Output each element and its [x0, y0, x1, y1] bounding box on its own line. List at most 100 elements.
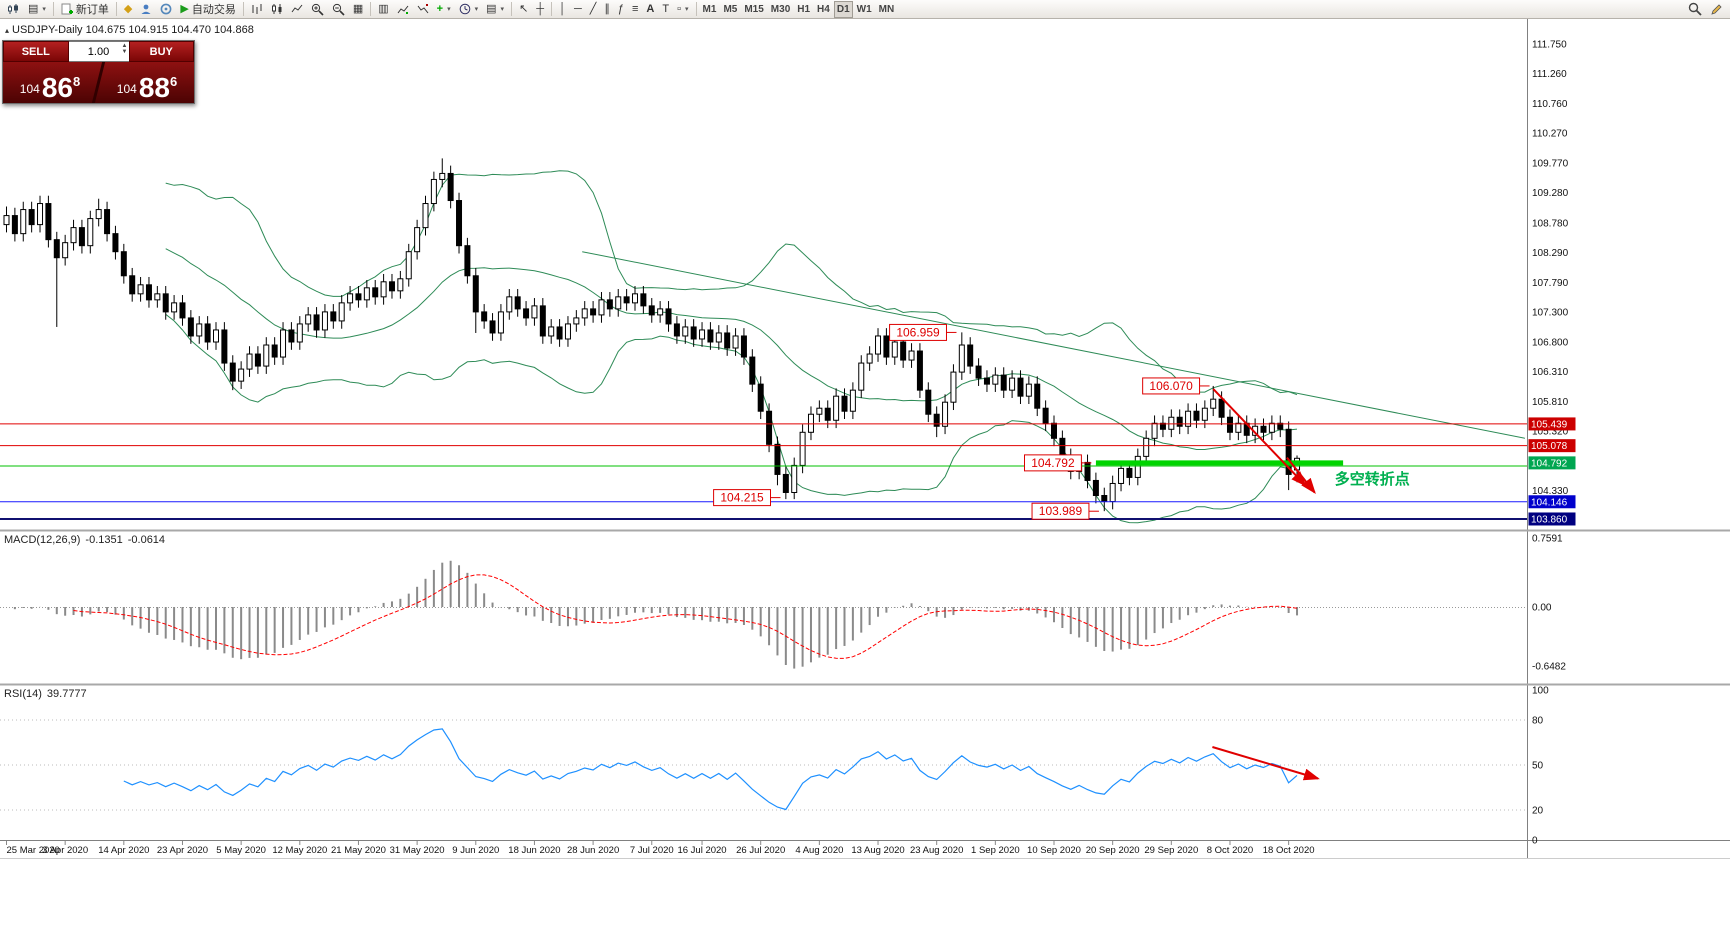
bar-chart-button[interactable]	[247, 1, 267, 18]
svg-text:80: 80	[1532, 716, 1544, 727]
levels-button[interactable]: ≡	[628, 1, 642, 18]
zoom-out-button[interactable]	[328, 1, 349, 18]
macd-label: MACD(12,26,9) -0.1351 -0.0614	[4, 534, 170, 546]
rsi-label: RSI(14) 39.7777	[4, 688, 92, 700]
macd-value-main: -0.1351	[85, 534, 123, 546]
svg-text:105.078: 105.078	[1531, 441, 1568, 452]
buy-button[interactable]: BUY	[128, 41, 194, 62]
svg-text:110.270: 110.270	[1532, 129, 1568, 140]
sell-button[interactable]: SELL	[3, 41, 69, 62]
zoom-in-button[interactable]	[307, 1, 328, 18]
timeframe-button-mn[interactable]: MN	[876, 1, 898, 18]
edit-pencil-icon[interactable]	[1706, 1, 1727, 18]
volume-spinner[interactable]: ▲ ▼	[122, 43, 128, 55]
svg-text:108.290: 108.290	[1532, 248, 1569, 259]
svg-text:多空转折点: 多空转折点	[1335, 470, 1410, 488]
svg-text:103.989: 103.989	[1039, 504, 1083, 518]
fibonacci-button[interactable]: ƒ	[614, 1, 628, 18]
metaeditor-button[interactable]: ◆	[120, 1, 136, 18]
macd-panel: 0.7591 0.00 -0.6482	[0, 533, 1566, 672]
step-back-button[interactable]	[393, 1, 413, 18]
search-icon[interactable]	[1684, 1, 1706, 18]
volume-input[interactable]: 1.00 ▲ ▼	[68, 41, 129, 62]
toolbar-separator	[370, 2, 372, 16]
timeframe-button-d1[interactable]: D1	[833, 0, 853, 18]
rsi-name: RSI(14)	[4, 688, 42, 700]
bollinger-bands	[165, 170, 1298, 524]
line-chart-button[interactable]	[287, 1, 307, 18]
toolbar-separator	[52, 2, 54, 16]
price-callouts: 106.959 106.070 104.792 104.215 103.989	[713, 323, 1210, 520]
svg-text:107.790: 107.790	[1532, 278, 1569, 289]
ask-price[interactable]: 104 88 6	[100, 62, 194, 103]
new-chart-button[interactable]	[3, 1, 24, 18]
crosshair-button[interactable]: ┼	[532, 1, 548, 18]
collapse-icon[interactable]: ▴	[5, 26, 10, 35]
svg-text:26 Jul 2020: 26 Jul 2020	[736, 845, 785, 856]
tile-windows-button[interactable]: ▦	[349, 1, 367, 18]
channel-button[interactable]: ∥	[600, 1, 614, 18]
svg-text:23 Aug 2020: 23 Aug 2020	[910, 845, 963, 856]
new-order-button[interactable]: 新订单	[57, 1, 113, 18]
horizontal-line-button[interactable]: ─	[570, 1, 586, 18]
help-button[interactable]	[156, 1, 176, 18]
toolbar-separator	[115, 2, 117, 16]
svg-text:106.310: 106.310	[1532, 367, 1569, 378]
ask-prefix: 104	[116, 82, 137, 96]
svg-text:1 Sep 2020: 1 Sep 2020	[971, 845, 1020, 856]
candlestick-chart-button[interactable]	[267, 1, 287, 18]
vertical-line-button[interactable]: │	[555, 1, 570, 18]
new-order-label: 新订单	[75, 4, 109, 16]
toolbar-separator	[695, 2, 697, 16]
periods-button[interactable]: ▾	[455, 1, 483, 18]
step-forward-button[interactable]	[413, 1, 433, 18]
spinner-down-icon[interactable]: ▼	[121, 49, 128, 55]
svg-text:104.215: 104.215	[720, 491, 764, 505]
svg-text:7 Jul 2020: 7 Jul 2020	[630, 845, 674, 856]
one-click-trading-panel: SELL 1.00 ▲ ▼ BUY 104 86 8 104 88 6	[2, 40, 195, 104]
text-label-button[interactable]: T	[658, 1, 673, 18]
templates-button[interactable]: ▤ ▾	[482, 1, 508, 18]
spinner-up-icon[interactable]: ▲	[121, 43, 128, 49]
svg-text:105.810: 105.810	[1532, 397, 1569, 408]
svg-text:0.7591: 0.7591	[1532, 533, 1563, 544]
timeframe-button-m15[interactable]: M15	[741, 1, 766, 18]
chart-canvas[interactable]: 111.750 111.260 110.760 110.270 109.770 109.2…	[0, 19, 1730, 942]
timeframe-button-h4[interactable]: H4	[814, 1, 833, 18]
community-button[interactable]	[136, 1, 156, 18]
svg-text:0.00: 0.00	[1532, 603, 1552, 614]
shapes-button[interactable]: ▫ ▾	[673, 1, 692, 18]
rsi-panel: 100 80 50 20 0	[0, 686, 1549, 847]
auto-arrange-button[interactable]: ▥	[374, 1, 392, 18]
timeframe-button-m30[interactable]: M30	[768, 1, 793, 18]
chart-title: ▴ USDJPY-Daily 104.675 104.915 104.470 10…	[5, 24, 254, 36]
svg-text:14 Apr 2020: 14 Apr 2020	[98, 845, 149, 856]
text-button[interactable]: A	[642, 1, 658, 18]
rsi-value: 39.7777	[46, 688, 87, 700]
trend-arrows	[1212, 388, 1316, 495]
svg-text:23 Apr 2020: 23 Apr 2020	[157, 845, 208, 856]
timeframe-button-w1[interactable]: W1	[854, 1, 875, 18]
indicators-button[interactable]: + ▾	[433, 1, 455, 18]
svg-text:28 Jun 2020: 28 Jun 2020	[567, 845, 619, 856]
timeframe-button-m5[interactable]: M5	[720, 1, 740, 18]
cursor-button[interactable]: ↖	[515, 1, 532, 18]
svg-text:12 May 2020: 12 May 2020	[272, 845, 327, 856]
ask-pip: 6	[169, 74, 178, 89]
timeframe-group: M1 M5 M15 M30 H1 H4 D1 W1 MN	[700, 0, 898, 18]
svg-text:25 Mar 2020: 25 Mar 2020	[7, 845, 60, 856]
svg-text:3 Apr 2020: 3 Apr 2020	[42, 845, 88, 856]
profiles-button[interactable]: ▤ ▾	[24, 1, 50, 18]
toolbar-separator	[511, 2, 513, 16]
timeframe-button-h1[interactable]: H1	[794, 1, 813, 18]
trendline-button[interactable]: ╱	[586, 1, 601, 18]
chart-stage: 111.750 111.260 110.760 110.270 109.770 109.2…	[0, 19, 1730, 942]
svg-text:111.260: 111.260	[1532, 69, 1567, 80]
autotrading-button[interactable]: ▶ 自动交易	[176, 1, 239, 18]
timeframe-button-m1[interactable]: M1	[700, 1, 720, 18]
svg-text:104.330: 104.330	[1532, 486, 1569, 497]
bid-price[interactable]: 104 86 8	[3, 62, 97, 103]
svg-text:4 Aug 2020: 4 Aug 2020	[795, 845, 843, 856]
price-scale: 111.750 111.260 110.760 110.270 109.770 109.2…	[1527, 19, 1576, 858]
